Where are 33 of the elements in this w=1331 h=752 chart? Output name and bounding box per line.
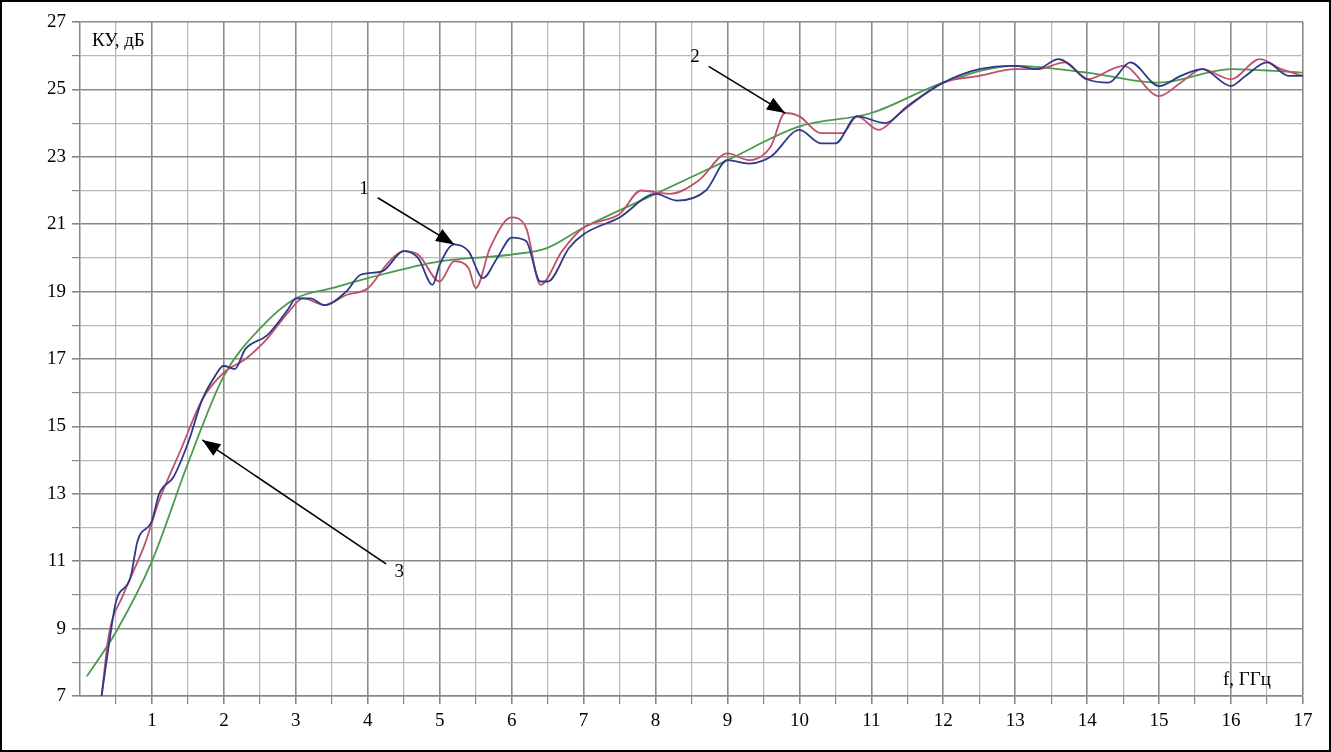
y-tick-label: 25 bbox=[47, 77, 66, 99]
x-tick-label: 9 bbox=[722, 709, 733, 731]
y-tick-label: 23 bbox=[47, 144, 66, 166]
y-tick-label: 9 bbox=[56, 616, 66, 638]
y-tick-label: 19 bbox=[47, 279, 66, 301]
y-tick-label: 21 bbox=[47, 212, 66, 234]
y-tick-label: 27 bbox=[47, 9, 66, 31]
x-tick-label: 4 bbox=[363, 709, 374, 731]
x-tick-label: 12 bbox=[933, 709, 953, 731]
x-tick-label: 6 bbox=[506, 709, 517, 731]
x-tick-label: 3 bbox=[291, 709, 301, 731]
x-tick-label: 8 bbox=[650, 709, 661, 731]
x-axis-title: f, ГГц bbox=[1223, 668, 1271, 690]
x-tick-label: 11 bbox=[862, 709, 881, 731]
annotation: 1 bbox=[359, 176, 369, 198]
y-axis-title: КУ, дБ bbox=[92, 29, 145, 51]
x-tick-label: 7 bbox=[578, 709, 589, 731]
y-tick-label: 13 bbox=[47, 481, 66, 503]
y-tick-label: 7 bbox=[56, 683, 66, 705]
x-tick-label: 15 bbox=[1149, 709, 1169, 731]
annotation: 3 bbox=[394, 560, 405, 582]
x-tick-label: 10 bbox=[789, 709, 809, 731]
x-tick-label: 14 bbox=[1077, 709, 1098, 731]
x-tick-label: 2 bbox=[219, 709, 229, 731]
x-tick-label: 13 bbox=[1005, 709, 1025, 731]
x-tick-label: 17 bbox=[1293, 709, 1313, 731]
x-tick-label: 5 bbox=[434, 709, 445, 731]
annotation: 2 bbox=[690, 45, 700, 67]
y-tick-label: 15 bbox=[47, 414, 66, 436]
y-tick-label: 17 bbox=[47, 346, 66, 368]
x-tick-label: 16 bbox=[1221, 709, 1241, 731]
x-tick-label: 1 bbox=[147, 709, 157, 731]
y-tick-label: 11 bbox=[47, 549, 66, 571]
